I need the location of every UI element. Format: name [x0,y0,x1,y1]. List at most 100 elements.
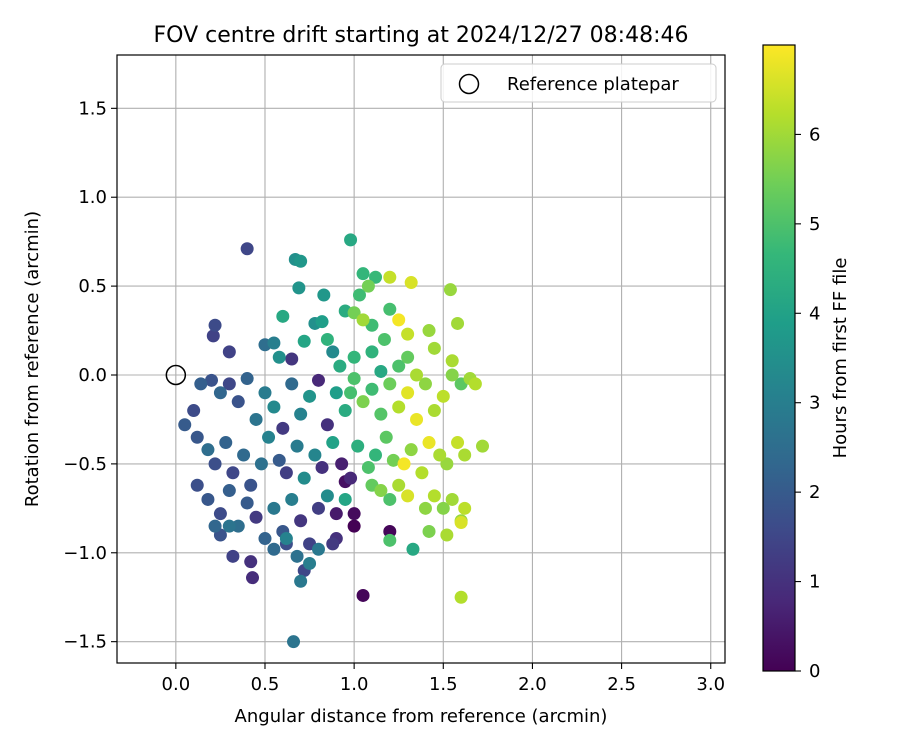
data-point [231,395,245,409]
x-tick-label: 0.0 [162,674,191,695]
data-point [401,386,415,400]
data-point [254,457,268,471]
data-point [240,242,254,256]
x-axis-ticks: 0.0 0.5 1.0 1.5 2.0 2.5 3.0 [162,663,725,695]
data-point [222,345,236,359]
data-point [347,519,361,533]
data-point [392,313,406,327]
y-tick-label: 0.5 [78,276,107,297]
data-point [422,436,436,450]
plot-frame [116,54,726,664]
x-tick-label: 2.0 [518,674,547,695]
data-point [383,302,397,316]
data-point [297,334,311,348]
x-tick-label: 0.5 [251,674,280,695]
y-tick-label: 1.5 [78,98,107,119]
data-point [285,492,299,506]
data-point [427,489,441,503]
data-point [436,389,450,403]
data-point [445,368,459,382]
data-point [320,418,334,432]
data-point [267,501,281,515]
colorbar-tick-label: 0 [809,661,820,682]
data-point [365,382,379,396]
y-tick-label: −1.5 [63,632,107,653]
data-point [244,478,258,492]
data-point [219,436,233,450]
data-point [361,460,375,474]
data-point [404,443,418,457]
data-point [344,386,358,400]
data-point [187,404,201,418]
data-point [267,542,281,556]
data-point [338,404,352,418]
data-point [347,372,361,386]
chart-title: FOV centre drift starting at 2024/12/27 … [154,23,689,48]
data-point [240,372,254,386]
y-tick-label: 1.0 [78,187,107,208]
legend-entry-label: Reference platepar [507,74,679,95]
data-point [445,354,459,368]
data-point [418,377,432,391]
data-point [213,507,227,521]
colorbar-tick-label: 4 [809,303,820,324]
data-point [294,514,308,528]
data-point [379,430,393,444]
data-point [311,542,325,556]
data-point [458,501,472,515]
y-axis-label: Rotation from reference (arcmin) [22,211,43,507]
data-point [440,528,454,542]
data-point [178,418,192,432]
data-point [272,453,286,467]
data-point [290,439,304,453]
data-point [404,276,418,290]
data-point [208,318,222,332]
y-tick-label: −0.5 [63,454,107,475]
data-point [262,430,276,444]
reference-platepar-marker [165,364,187,386]
data-point [201,492,215,506]
data-point [401,350,415,364]
data-point [433,448,447,462]
data-point [418,501,432,515]
data-point [422,524,436,538]
legend-box [440,63,717,103]
legend: Reference platepar [440,63,717,103]
reference-marker-layer [165,364,187,386]
data-point [231,519,245,533]
data-point [279,532,293,546]
data-point [369,448,383,462]
data-point [374,407,388,421]
data-point [356,588,370,602]
data-point [374,484,388,498]
data-point [267,336,281,350]
data-point [361,279,375,293]
data-point [317,288,331,302]
data-point [320,489,334,503]
data-point [311,501,325,515]
data-point [410,368,424,382]
data-point [292,281,306,295]
data-point [190,430,204,444]
colorbar: 0 1 2 3 4 5 6 Hours from first FF file [762,44,851,682]
data-point [204,373,218,387]
data-point [347,306,361,320]
data-point [222,484,236,498]
data-point [294,574,308,588]
data-point [374,364,388,378]
data-point [297,471,311,485]
data-point [454,590,468,604]
data-point [344,233,358,247]
colorbar-label: Hours from first FF file [830,258,851,459]
data-point [401,327,415,341]
legend-circle-marker [458,73,480,95]
data-point [406,542,420,556]
data-point [427,404,441,418]
data-point [335,457,349,471]
data-point [237,448,251,462]
data-point [440,457,454,471]
data-point [294,407,308,421]
x-tick-label: 1.0 [340,674,369,695]
data-point [347,507,361,521]
